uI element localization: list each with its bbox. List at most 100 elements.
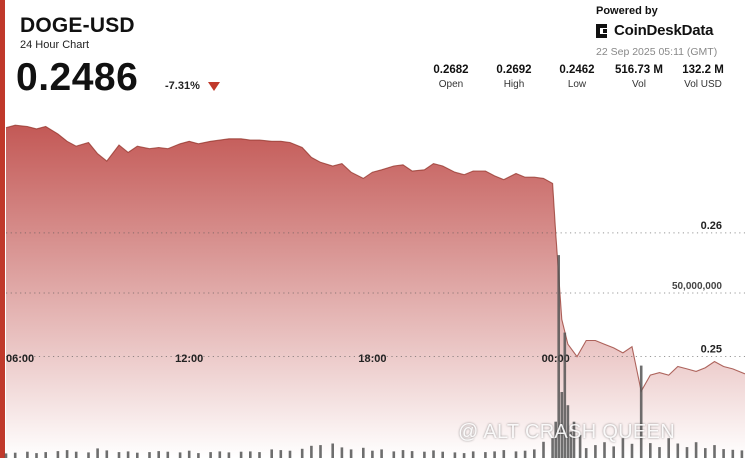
volume-bar — [676, 443, 680, 458]
volume-bar — [484, 452, 487, 458]
stats-row: 0.2682 Open 0.2692 High 0.2462 Low 516.7… — [0, 64, 745, 94]
x-tick-label: 18:00 — [358, 353, 386, 365]
current-price: 0.2486 — [16, 56, 139, 99]
price-line — [5, 124, 745, 393]
volume-bar — [4, 453, 8, 458]
volume-bar — [410, 451, 414, 458]
stat-high: 0.2692 High — [482, 64, 546, 90]
volume-bar — [258, 452, 261, 458]
volume-bar — [13, 452, 17, 458]
volume-bar — [96, 448, 99, 458]
volume-bar — [569, 431, 573, 458]
volume-bar — [423, 451, 426, 458]
stat-vol-label: Vol — [632, 79, 646, 90]
volume-bar — [594, 445, 597, 458]
volume-bar — [87, 452, 90, 458]
x-tick-label: 00:00 — [542, 353, 570, 365]
stat-vol-value: 516.73 M — [615, 64, 663, 76]
volume-bar — [649, 443, 652, 458]
volume-bar — [685, 447, 689, 458]
volume-bar — [105, 450, 109, 458]
timestamp: 22 Sep 2025 05:11 (GMT) — [596, 46, 718, 58]
down-arrow-icon — [208, 82, 220, 91]
stat-low: 0.2462 Low — [545, 64, 609, 90]
volume-bar — [557, 255, 560, 458]
volume-bar — [300, 448, 304, 458]
brand-name: CoinDeskData — [614, 22, 714, 39]
stat-vol-usd: 132.2 M Vol USD — [671, 64, 735, 90]
volume-bar — [462, 453, 466, 458]
stat-high-value: 0.2692 — [496, 64, 532, 76]
volume-bar — [35, 453, 38, 458]
volume-bar — [340, 447, 344, 458]
volume-bar — [270, 449, 273, 458]
price-change: -7.31% — [165, 80, 200, 92]
y-tick-label: 0.26 — [701, 220, 722, 232]
volume-bar — [514, 451, 518, 458]
stat-low-value: 0.2462 — [559, 64, 595, 76]
volume-bar — [362, 447, 365, 458]
volume-bar — [630, 443, 634, 458]
powered-by-label: Powered by — [596, 5, 658, 17]
stat-vol-usd-value: 132.2 M — [682, 64, 724, 76]
x-tick-label: 12:00 — [175, 353, 203, 365]
volume-bar — [584, 448, 588, 458]
volume-bar — [740, 450, 744, 458]
x-tick-label: 06:00 — [6, 353, 34, 365]
volume-bar — [349, 449, 353, 458]
volume-bar — [380, 449, 383, 458]
price-area — [6, 125, 745, 458]
volume-bar — [117, 452, 121, 458]
y-tick-label: 0.25 — [701, 344, 722, 356]
volume-bar — [612, 446, 615, 458]
volume-bar — [533, 449, 536, 458]
volume-bar — [288, 450, 292, 458]
volume-bar — [126, 451, 130, 458]
volume-bar — [56, 451, 60, 458]
volume-bar — [249, 451, 252, 458]
volume-bar — [551, 438, 554, 458]
volume-bar — [566, 405, 570, 458]
volume-bar — [279, 450, 283, 458]
stat-vol: 516.73 M Vol — [607, 64, 671, 90]
volume-bar — [371, 450, 374, 458]
volume-bar — [502, 450, 506, 458]
volume-bar — [432, 450, 435, 458]
volume-bar — [209, 452, 212, 458]
chart-subtitle: 24 Hour Chart — [20, 39, 90, 51]
volume-bar — [563, 332, 567, 458]
volume-tick-label: 50,000,000 — [672, 281, 722, 292]
volume-bar — [639, 365, 643, 458]
volume-bar — [227, 452, 231, 458]
volume-bar — [44, 452, 47, 458]
volume-bar — [136, 452, 139, 458]
volume-bar — [713, 445, 716, 458]
brand-accent-bar — [0, 0, 5, 458]
volume-bar — [166, 451, 170, 458]
volume-bar — [331, 443, 334, 458]
volume-bar — [731, 449, 735, 458]
volume-bar — [218, 451, 222, 458]
volume-bar — [493, 451, 496, 458]
stat-open-label: Open — [438, 79, 464, 90]
volume-bar — [65, 450, 69, 458]
volume-bar — [441, 451, 444, 458]
volume-bar — [178, 452, 182, 458]
stat-low-label: Low — [567, 79, 587, 90]
brand-logo: CoinDeskData — [596, 22, 713, 39]
volume-bar — [542, 441, 545, 458]
volume-bar — [26, 451, 29, 458]
volume-bar — [392, 451, 396, 458]
watermark-text: @ ALT CRASH QUEEN — [458, 421, 675, 443]
volume-bar — [157, 451, 160, 458]
volume-bar — [319, 445, 322, 458]
stat-vol-usd-label: Vol USD — [684, 79, 722, 90]
stat-high-label: High — [503, 79, 525, 90]
volume-bar — [694, 442, 698, 458]
coindesk-logo-icon — [596, 23, 610, 38]
volume-bar — [310, 445, 313, 458]
volume-bar — [523, 450, 527, 458]
volume-bar — [554, 421, 557, 458]
stat-open: 0.2682 Open — [419, 64, 483, 90]
